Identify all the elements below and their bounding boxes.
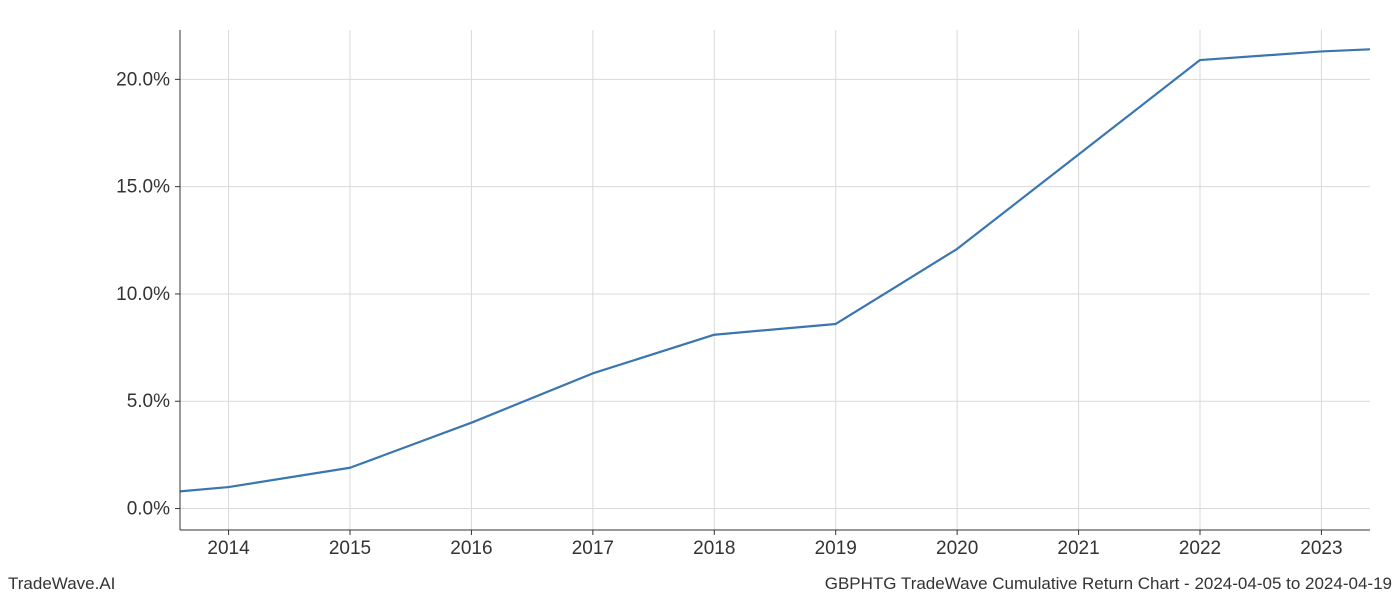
x-tick-label: 2016 — [450, 538, 492, 559]
y-tick-label: 15.0% — [116, 177, 170, 198]
y-tick-label: 20.0% — [116, 69, 170, 90]
y-tick-label: 5.0% — [127, 391, 170, 412]
return-line-chart: 2014 2015 2016 2017 2018 2019 2020 2021 2022 2023… — [0, 0, 1400, 600]
x-tick-label: 2022 — [1179, 538, 1221, 559]
footer-brand: TradeWave.AI — [8, 574, 115, 594]
series-line — [180, 49, 1370, 491]
x-tick-label: 2018 — [693, 538, 735, 559]
y-tick-label: 10.0% — [116, 284, 170, 305]
x-tick-label: 2015 — [329, 538, 371, 559]
x-tick-label: 2014 — [207, 538, 250, 559]
x-tick-label: 2023 — [1300, 538, 1342, 559]
x-tick-label: 2021 — [1057, 538, 1099, 559]
x-tick-label: 2019 — [815, 538, 857, 559]
x-tick-label: 2017 — [572, 538, 614, 559]
footer-caption: GBPHTG TradeWave Cumulative Return Chart… — [825, 574, 1392, 594]
chart-svg: 2014 2015 2016 2017 2018 2019 2020 2021 2022 2023… — [0, 0, 1400, 600]
y-tick-label: 0.0% — [127, 499, 170, 520]
x-tick-label: 2020 — [936, 538, 978, 559]
